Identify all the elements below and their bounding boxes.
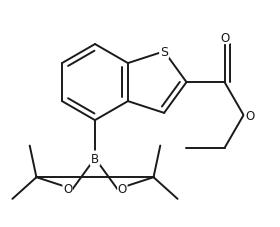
Text: B: B <box>91 152 99 165</box>
Text: O: O <box>220 31 229 44</box>
Text: O: O <box>63 183 72 196</box>
Text: O: O <box>245 109 254 122</box>
Text: S: S <box>160 46 168 59</box>
Text: O: O <box>118 183 127 196</box>
